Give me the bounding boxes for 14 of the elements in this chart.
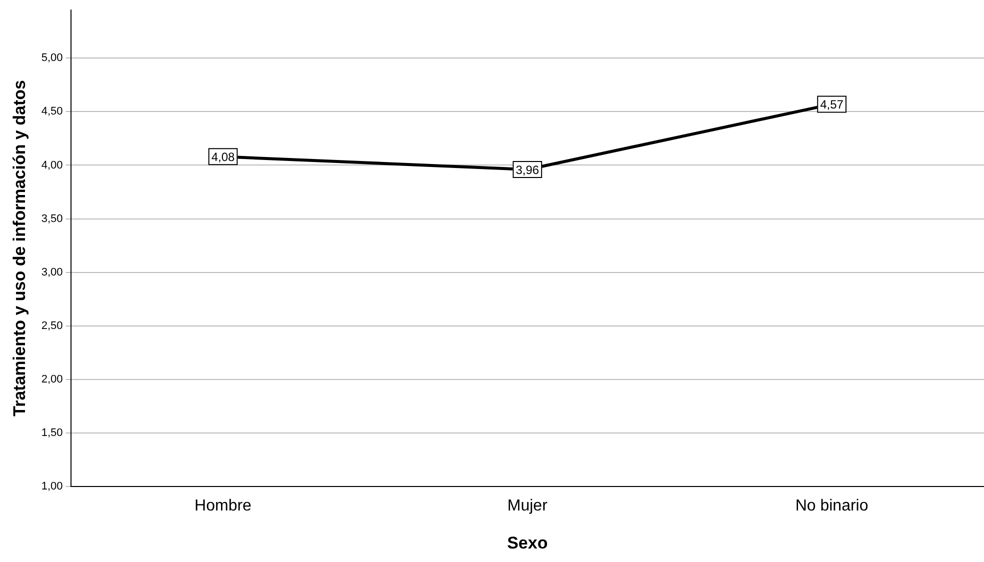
y-tick-label: 4,00 [41, 159, 63, 172]
y-tick-label: 5,00 [41, 52, 63, 64]
x-tick-label: Mujer [507, 497, 548, 514]
y-tick-label: 2,00 [41, 373, 63, 386]
y-tick-label: 2,50 [41, 320, 63, 332]
y-axis-title: Tratamiento y uso de información y datos [10, 80, 29, 416]
y-tick-label: 1,00 [41, 480, 63, 492]
y-tick-label: 3,50 [41, 212, 63, 225]
x-tick-label: No binario [795, 497, 868, 514]
x-axis-title: Sexo [507, 533, 548, 552]
y-tick-label: 3,00 [41, 266, 63, 278]
y-tick-label: 4,50 [41, 106, 63, 118]
x-tick-label: Hombre [194, 497, 252, 514]
y-tick-label: 1,50 [41, 426, 63, 439]
